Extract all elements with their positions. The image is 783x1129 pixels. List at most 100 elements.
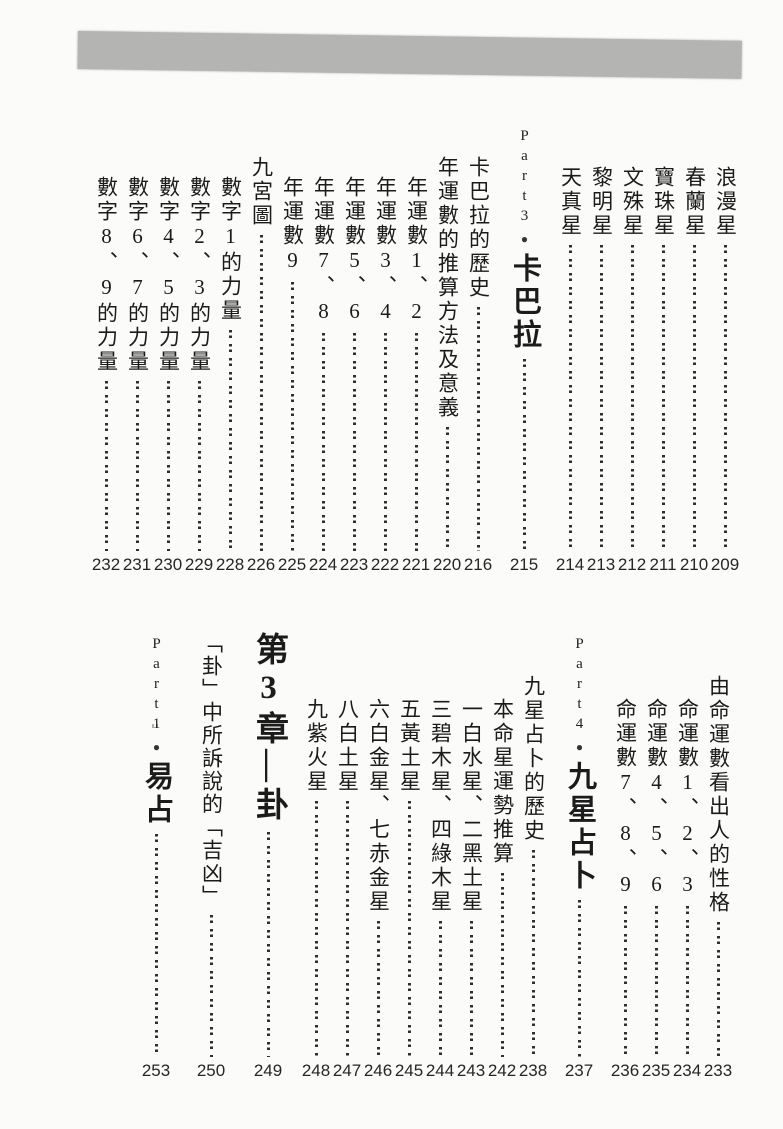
dotted-leader xyxy=(228,330,232,551)
dotted-leader xyxy=(407,801,411,1057)
toc-entry-page-number: 245 xyxy=(394,1061,424,1080)
dotted-leader xyxy=(321,333,325,551)
dotted-leader xyxy=(154,834,158,1057)
toc-entry-p230: 數字4、5的力量 230 xyxy=(153,128,183,576)
part-title: 九星占卜 xyxy=(563,761,596,893)
toc-entry-p213: 黎明星 213 xyxy=(586,128,616,576)
toc-entry-page-number: 246 xyxy=(363,1061,393,1080)
toc-entry-page-number: 209 xyxy=(710,555,740,574)
dotted-leader xyxy=(266,832,270,1057)
toc-entry-title: 數字2、3的力量 xyxy=(187,176,212,374)
toc-entry-page-number: 231 xyxy=(122,555,152,574)
toc-entry-page-number: 220 xyxy=(432,555,462,574)
toc-entry-page-number: 211 xyxy=(649,555,677,574)
toc-entry-page-number: 213 xyxy=(586,555,616,574)
dotted-leader xyxy=(661,245,665,551)
toc-entry-title: 五黃土星 xyxy=(397,698,422,794)
dotted-leader xyxy=(104,381,108,551)
toc-entry-p248: 九紫火星 248 xyxy=(301,630,331,1082)
toc-entry-p236: 命運數7、8、9 236 xyxy=(610,630,640,1082)
toc-entry-page-number: 224 xyxy=(308,555,338,574)
dotted-leader xyxy=(522,359,526,551)
toc-entry-title: 年運數1、2 xyxy=(404,176,429,326)
dotted-leader xyxy=(500,873,504,1057)
dotted-leader xyxy=(376,921,380,1057)
toc-entry-p238: 九星占卜的歷史 238 xyxy=(518,630,548,1082)
toc-entry-page-number: 223 xyxy=(339,555,369,574)
toc-entry-page-number: 247 xyxy=(332,1061,362,1080)
toc-entry-title: 三碧木星、四綠木星 xyxy=(428,698,453,914)
toc-entry-title: 一白水星、二黑土星 xyxy=(459,698,484,914)
toc-entry-p211: 寶珠星 211 xyxy=(648,128,678,576)
toc-entry-page-number: 242 xyxy=(487,1061,517,1080)
toc-entry-title: 年運數7、8 xyxy=(311,176,336,326)
toc-entry-p231: 數字6、7的力量 231 xyxy=(122,128,152,576)
toc-entry-p244: 三碧木星、四綠木星 244 xyxy=(425,630,455,1082)
dotted-leader xyxy=(290,282,294,551)
dotted-leader xyxy=(414,333,418,551)
dotted-leader xyxy=(438,921,442,1057)
dotted-leader xyxy=(577,900,581,1057)
toc-entry-p250: 「卦」中所訴說的「吉凶」 250 xyxy=(193,630,229,1082)
toc-entry-page-number: 233 xyxy=(703,1061,733,1080)
part-bullet-icon: ● xyxy=(572,740,587,757)
dotted-leader xyxy=(259,235,263,551)
toc-entry-p245: 五黃土星 245 xyxy=(394,630,424,1082)
dotted-leader xyxy=(630,245,634,551)
toc-entry-page-number: 232 xyxy=(91,555,121,574)
toc-entry-title: Part4 ● 九星占卜 xyxy=(563,636,596,893)
toc-entry-page-number: 235 xyxy=(641,1061,671,1080)
toc-entry-title: 天真星 xyxy=(558,166,583,238)
toc-entry-page-number: 226 xyxy=(246,555,276,574)
dotted-leader xyxy=(314,801,318,1057)
toc-entry-title: 命運數7、8、9 xyxy=(613,698,638,899)
toc-entry-title: 八白土星 xyxy=(335,698,360,794)
dotted-leader xyxy=(692,245,696,551)
dotted-leader xyxy=(723,245,727,551)
dotted-leader xyxy=(568,245,572,551)
toc-entry-title: 浪漫星 xyxy=(713,166,738,238)
toc-entry-page-number: 238 xyxy=(518,1061,548,1080)
toc-entry-p249: 第3章—卦 249 xyxy=(244,630,292,1082)
dotted-leader xyxy=(685,906,689,1057)
dotted-leader xyxy=(345,801,349,1057)
toc-entry-p214: 天真星 214 xyxy=(555,128,585,576)
part-title: 易占 xyxy=(140,761,173,827)
toc-entry-page-number: 216 xyxy=(463,555,493,574)
toc-entry-title: 第3章—卦 xyxy=(250,632,287,825)
part-bullet-icon: ● xyxy=(149,740,164,757)
toc-entry-p247: 八白土星 247 xyxy=(332,630,362,1082)
toc-entry-title: 年運數5、6 xyxy=(342,176,367,326)
toc-entry-p253: Part1 ● 易占 253 xyxy=(132,630,180,1082)
dotted-leader xyxy=(654,906,658,1057)
toc-entry-p232: 數字8、9的力量 232 xyxy=(91,128,121,576)
toc-entry-p212: 文殊星 212 xyxy=(617,128,647,576)
toc-entry-p215: Part3 ● 卡巴拉 215 xyxy=(500,128,548,576)
toc-entry-title: 年運數3、4 xyxy=(373,176,398,326)
scan-shadow-band xyxy=(77,31,742,79)
toc-entry-p237: Part4 ● 九星占卜 237 xyxy=(555,630,603,1082)
toc-entry-p209: 浪漫星 209 xyxy=(710,128,740,576)
toc-entry-title: 六白金星、七赤金星 xyxy=(366,698,391,914)
toc-entry-title: 九紫火星 xyxy=(304,698,329,794)
dotted-leader xyxy=(623,906,627,1057)
toc-entry-title: 年運數9 xyxy=(280,176,305,275)
toc-entry-page-number: 243 xyxy=(456,1061,486,1080)
toc-entry-page-number: 237 xyxy=(564,1061,594,1080)
toc-entry-page-number: 210 xyxy=(679,555,709,574)
dotted-leader xyxy=(383,333,387,551)
toc-section-upper: 浪漫星 209 春蘭星 210 寶珠星 211 文殊星 212 黎明星 213 天真星 214 Part… xyxy=(91,128,740,576)
dotted-leader xyxy=(476,307,480,551)
toc-entry-title: 本命星運勢推算 xyxy=(490,698,515,866)
toc-entry-page-number: 228 xyxy=(215,555,245,574)
toc-entry-page-number: 250 xyxy=(196,1061,226,1080)
dotted-leader xyxy=(197,381,201,551)
toc-entry-p229: 數字2、3的力量 229 xyxy=(184,128,214,576)
toc-entry-p226: 九宮圖 226 xyxy=(246,128,276,576)
toc-entry-title: 數字4、5的力量 xyxy=(156,176,181,374)
toc-entry-page-number: 229 xyxy=(184,555,214,574)
toc-entry-p228: 數字1的力量 228 xyxy=(215,128,245,576)
toc-entry-title: 命運數1、2、3 xyxy=(675,698,700,899)
toc-entry-title: 寶珠星 xyxy=(651,166,676,238)
toc-section-lower: 由命運數看出人的性格 233 命運數1、2、3 234 命運數4、5、6 235 命運數7、… xyxy=(126,630,733,1082)
